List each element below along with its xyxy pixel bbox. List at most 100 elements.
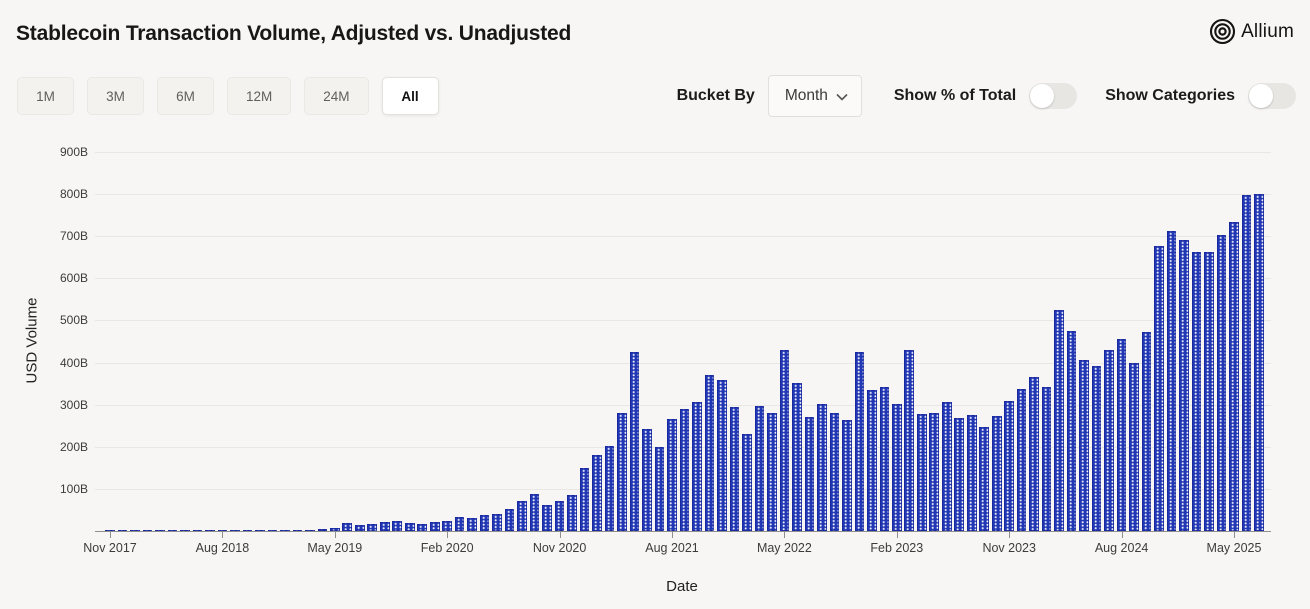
bar-aug-2020[interactable] bbox=[517, 501, 527, 531]
bar-mar-2024[interactable] bbox=[1054, 310, 1064, 531]
bar-jun-2018[interactable] bbox=[192, 530, 203, 531]
bar-jul-2022[interactable] bbox=[804, 416, 815, 531]
bar-jan-2024[interactable] bbox=[1029, 377, 1039, 531]
bar-dec-2021[interactable] bbox=[717, 379, 727, 531]
bar-feb-2020[interactable] bbox=[442, 520, 452, 531]
bar-dec-2017[interactable] bbox=[117, 530, 128, 531]
range-button-1m[interactable]: 1M bbox=[17, 77, 74, 115]
bar-sep-2024[interactable] bbox=[1129, 363, 1139, 531]
bar-sep-2020[interactable] bbox=[529, 494, 540, 531]
bar-dec-2024[interactable] bbox=[1166, 230, 1177, 531]
bar-jul-2025[interactable] bbox=[1254, 194, 1264, 531]
bar-feb-2019[interactable] bbox=[292, 529, 303, 531]
bar-mar-2022[interactable] bbox=[754, 405, 765, 531]
bar-sep-2019[interactable] bbox=[379, 521, 390, 531]
bar-nov-2023[interactable] bbox=[1004, 401, 1014, 531]
bar-nov-2021[interactable] bbox=[704, 374, 715, 531]
bar-sep-2022[interactable] bbox=[829, 412, 840, 531]
bar-sep-2018[interactable] bbox=[230, 530, 240, 531]
bar-jan-2023[interactable] bbox=[879, 386, 890, 531]
bar-nov-2020[interactable] bbox=[554, 500, 565, 531]
bar-mar-2020[interactable] bbox=[454, 517, 465, 531]
bar-jun-2019[interactable] bbox=[342, 522, 353, 531]
show-categories-toggle[interactable] bbox=[1248, 83, 1296, 109]
range-button-24m[interactable]: 24M bbox=[304, 77, 369, 115]
bucket-by-select[interactable]: Month bbox=[767, 75, 862, 117]
bar-dec-2022[interactable] bbox=[867, 389, 877, 531]
bar-jun-2022[interactable] bbox=[792, 382, 802, 531]
bar-jun-2025[interactable] bbox=[1241, 194, 1252, 531]
bar-apr-2019[interactable] bbox=[317, 529, 328, 531]
bar-sep-2021[interactable] bbox=[679, 408, 690, 531]
bar-feb-2022[interactable] bbox=[742, 433, 752, 531]
bar-jan-2022[interactable] bbox=[729, 407, 740, 531]
bar-apr-2025[interactable] bbox=[1216, 235, 1227, 531]
bar-jul-2021[interactable] bbox=[654, 447, 665, 531]
bar-mar-2021[interactable] bbox=[604, 445, 615, 531]
bar-jul-2019[interactable] bbox=[354, 524, 365, 531]
bar-mar-2018[interactable] bbox=[155, 530, 165, 531]
bar-aug-2024[interactable] bbox=[1116, 339, 1127, 531]
bar-feb-2018[interactable] bbox=[142, 530, 153, 531]
bar-aug-2021[interactable] bbox=[667, 418, 677, 531]
bar-mar-2023[interactable] bbox=[904, 350, 915, 531]
bar-oct-2018[interactable] bbox=[242, 530, 253, 531]
bar-feb-2024[interactable] bbox=[1041, 387, 1052, 531]
bar-mar-2025[interactable] bbox=[1204, 251, 1214, 531]
bar-oct-2022[interactable] bbox=[842, 419, 852, 531]
bar-apr-2021[interactable] bbox=[617, 413, 627, 531]
bar-jun-2020[interactable] bbox=[492, 513, 502, 531]
bar-may-2023[interactable] bbox=[929, 413, 940, 531]
bar-nov-2019[interactable] bbox=[404, 522, 415, 531]
bar-aug-2019[interactable] bbox=[367, 523, 378, 531]
bar-nov-2022[interactable] bbox=[854, 351, 865, 531]
bar-mar-2019[interactable] bbox=[305, 529, 315, 531]
bar-apr-2024[interactable] bbox=[1066, 330, 1077, 531]
bar-dec-2019[interactable] bbox=[417, 523, 428, 531]
bar-oct-2020[interactable] bbox=[542, 504, 552, 531]
bar-sep-2023[interactable] bbox=[979, 426, 990, 531]
range-button-6m[interactable]: 6M bbox=[157, 77, 214, 115]
bar-may-2021[interactable] bbox=[629, 352, 640, 531]
bar-jul-2023[interactable] bbox=[954, 418, 965, 531]
show-percent-toggle[interactable] bbox=[1029, 83, 1078, 109]
bar-may-2022[interactable] bbox=[779, 349, 790, 531]
bar-apr-2022[interactable] bbox=[767, 413, 777, 531]
bar-apr-2023[interactable] bbox=[916, 413, 927, 531]
bar-nov-2017[interactable] bbox=[105, 530, 115, 531]
bar-jan-2020[interactable] bbox=[429, 521, 440, 531]
bar-oct-2021[interactable] bbox=[692, 402, 702, 531]
bar-may-2019[interactable] bbox=[330, 527, 340, 531]
bar-jun-2021[interactable] bbox=[642, 428, 652, 531]
bar-oct-2024[interactable] bbox=[1141, 332, 1152, 531]
bar-jan-2025[interactable] bbox=[1179, 240, 1189, 531]
bar-jan-2021[interactable] bbox=[579, 468, 590, 531]
bar-jul-2020[interactable] bbox=[504, 509, 515, 531]
bar-oct-2019[interactable] bbox=[392, 520, 403, 531]
bar-apr-2020[interactable] bbox=[467, 518, 477, 531]
bar-oct-2023[interactable] bbox=[991, 415, 1002, 531]
range-button-3m[interactable]: 3M bbox=[87, 77, 144, 115]
bar-feb-2021[interactable] bbox=[592, 454, 602, 531]
bar-dec-2018[interactable] bbox=[267, 529, 278, 531]
bar-nov-2024[interactable] bbox=[1154, 245, 1164, 531]
bar-aug-2018[interactable] bbox=[217, 530, 228, 531]
bar-jun-2024[interactable] bbox=[1091, 365, 1102, 531]
bar-jan-2018[interactable] bbox=[130, 530, 140, 531]
bar-dec-2023[interactable] bbox=[1016, 388, 1027, 531]
bar-feb-2023[interactable] bbox=[892, 404, 902, 531]
bar-may-2018[interactable] bbox=[180, 530, 190, 531]
bar-dec-2020[interactable] bbox=[567, 494, 577, 531]
range-button-all[interactable]: All bbox=[381, 77, 439, 115]
bar-may-2020[interactable] bbox=[479, 514, 490, 531]
bar-apr-2018[interactable] bbox=[167, 530, 178, 531]
bar-may-2025[interactable] bbox=[1229, 221, 1239, 531]
bar-nov-2018[interactable] bbox=[255, 530, 265, 531]
bar-may-2024[interactable] bbox=[1079, 359, 1089, 531]
bar-jul-2018[interactable] bbox=[205, 530, 215, 531]
bar-jul-2024[interactable] bbox=[1104, 349, 1114, 531]
bar-jun-2023[interactable] bbox=[941, 402, 952, 531]
bar-jan-2019[interactable] bbox=[280, 529, 290, 531]
bar-aug-2022[interactable] bbox=[817, 403, 827, 531]
bar-aug-2023[interactable] bbox=[966, 414, 977, 531]
